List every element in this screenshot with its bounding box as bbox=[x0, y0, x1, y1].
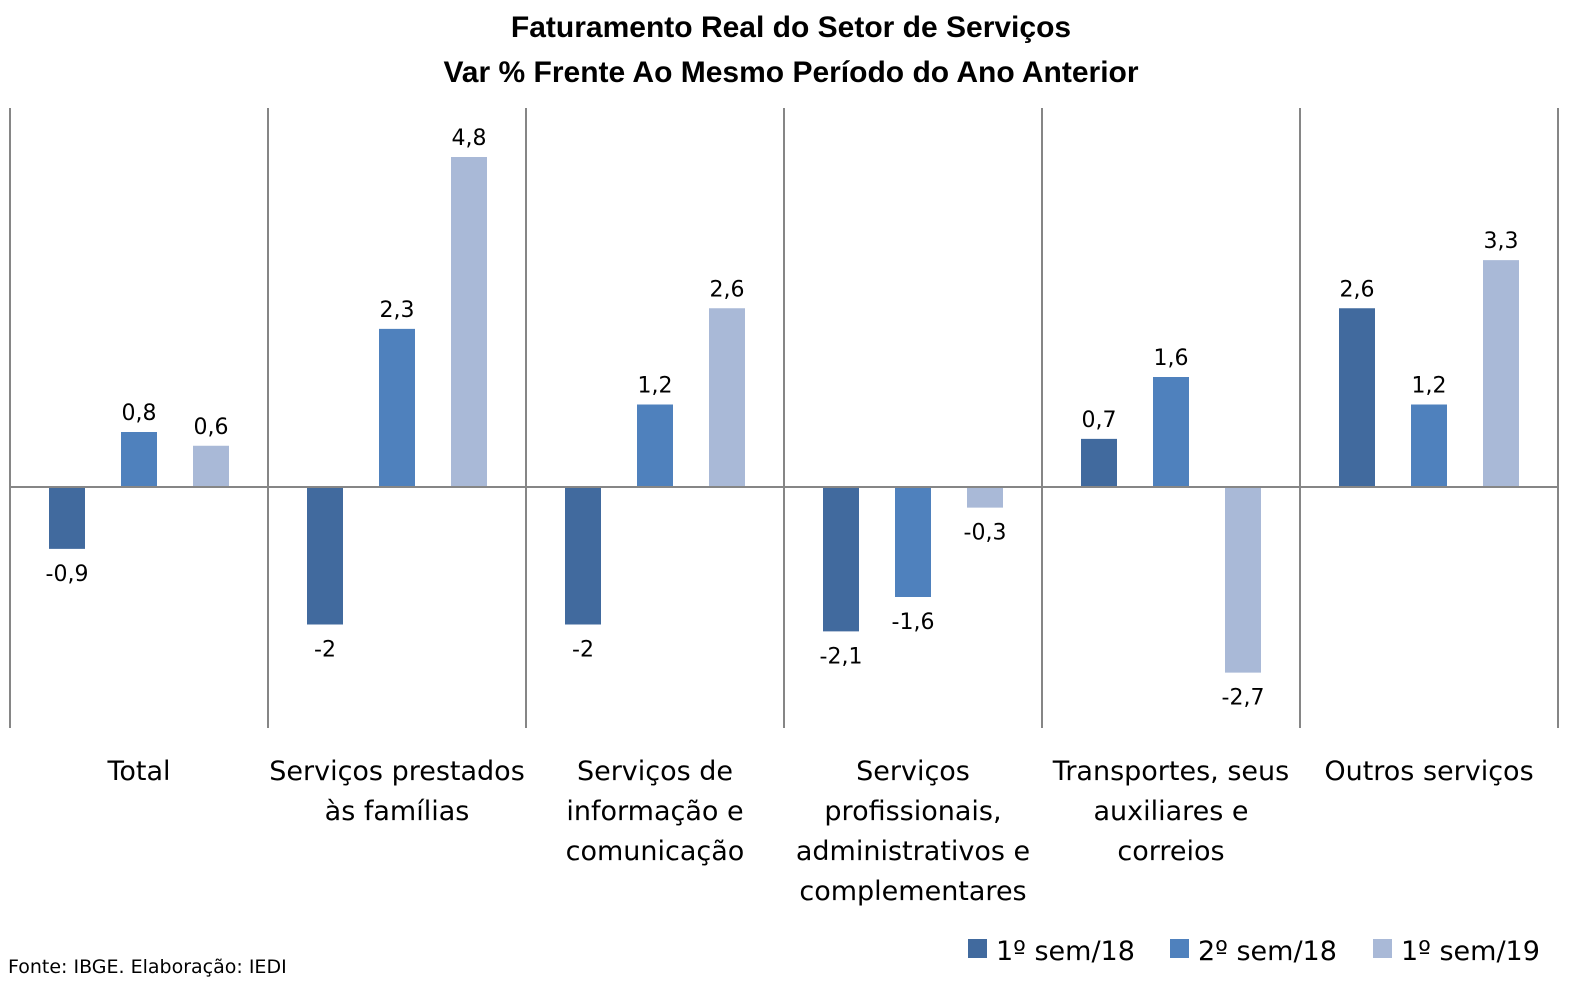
data-label: -0,3 bbox=[964, 521, 1007, 546]
bars-group bbox=[49, 157, 1519, 673]
category-label: Serviços prestados bbox=[269, 756, 525, 787]
bar bbox=[709, 308, 745, 487]
source-note: Fonte: IBGE. Elaboração: IEDI bbox=[8, 956, 287, 978]
bar bbox=[565, 487, 601, 625]
bar bbox=[1339, 308, 1375, 487]
data-label: 0,7 bbox=[1082, 408, 1117, 433]
category-label: correios bbox=[1117, 836, 1224, 867]
data-label: 2,3 bbox=[380, 298, 415, 323]
bar bbox=[379, 328, 415, 487]
bar bbox=[307, 487, 343, 625]
chart-title: Faturamento Real do Setor de Serviços bbox=[511, 11, 1071, 44]
data-label: -0,9 bbox=[46, 562, 89, 587]
category-label: informação e bbox=[566, 796, 743, 827]
data-label: 0,6 bbox=[194, 415, 229, 440]
legend-swatch bbox=[1373, 939, 1392, 958]
category-label: profissionais, bbox=[824, 796, 1001, 827]
category-label: Outros serviços bbox=[1324, 756, 1533, 787]
chart-subtitle: Var % Frente Ao Mesmo Período do Ano Ant… bbox=[443, 56, 1138, 89]
bar bbox=[1081, 438, 1117, 487]
value-labels-group: -0,9 0,8 0,6 -2 2,3 4,8 -2 1,2 2,6 -2,1 -1,6 -0,3 0,… bbox=[46, 126, 1519, 711]
data-label: 1,6 bbox=[1154, 346, 1189, 371]
legend-label: 1º sem/18 bbox=[996, 936, 1135, 967]
category-label: Total bbox=[106, 756, 170, 787]
bar bbox=[1483, 260, 1519, 487]
bar bbox=[451, 157, 487, 487]
data-label: -1,6 bbox=[892, 610, 935, 635]
data-label: 4,8 bbox=[452, 126, 487, 151]
data-label: 0,8 bbox=[122, 401, 157, 426]
category-label: Transportes, seus bbox=[1052, 756, 1289, 787]
legend: 1º sem/18 2º sem/18 1º sem/19 bbox=[968, 936, 1540, 967]
data-label: 2,6 bbox=[710, 277, 745, 302]
bar bbox=[121, 432, 157, 487]
legend-swatch bbox=[968, 939, 987, 958]
data-label: -2,1 bbox=[820, 644, 863, 669]
category-label: auxiliares e bbox=[1093, 796, 1248, 827]
category-labels-group: Total Serviços prestados às famílias Serviç… bbox=[106, 756, 1533, 907]
bar bbox=[49, 487, 85, 549]
legend-label: 1º sem/19 bbox=[1401, 936, 1540, 967]
bar bbox=[967, 487, 1003, 508]
bar bbox=[1411, 404, 1447, 487]
data-label: 1,2 bbox=[638, 374, 673, 399]
bar bbox=[1225, 487, 1261, 673]
bar bbox=[1153, 377, 1189, 487]
category-label: Serviços bbox=[856, 756, 970, 787]
data-label: -2,7 bbox=[1222, 686, 1265, 711]
bar bbox=[823, 487, 859, 632]
legend-label: 2º sem/18 bbox=[1198, 936, 1337, 967]
category-label: complementares bbox=[799, 876, 1026, 907]
bar bbox=[193, 445, 229, 487]
bar bbox=[895, 487, 931, 597]
category-label: comunicação bbox=[566, 836, 745, 867]
data-label: 2,6 bbox=[1340, 277, 1375, 302]
category-label: administrativos e bbox=[796, 836, 1030, 867]
bar bbox=[637, 404, 673, 487]
data-label: 1,2 bbox=[1412, 374, 1447, 399]
data-label: -2 bbox=[572, 638, 594, 663]
category-label: Serviços de bbox=[577, 756, 733, 787]
legend-swatch bbox=[1170, 939, 1189, 958]
category-label: às famílias bbox=[325, 796, 470, 827]
data-label: 3,3 bbox=[1484, 229, 1519, 254]
category-dividers bbox=[9, 108, 1559, 728]
data-label: -2 bbox=[314, 638, 336, 663]
